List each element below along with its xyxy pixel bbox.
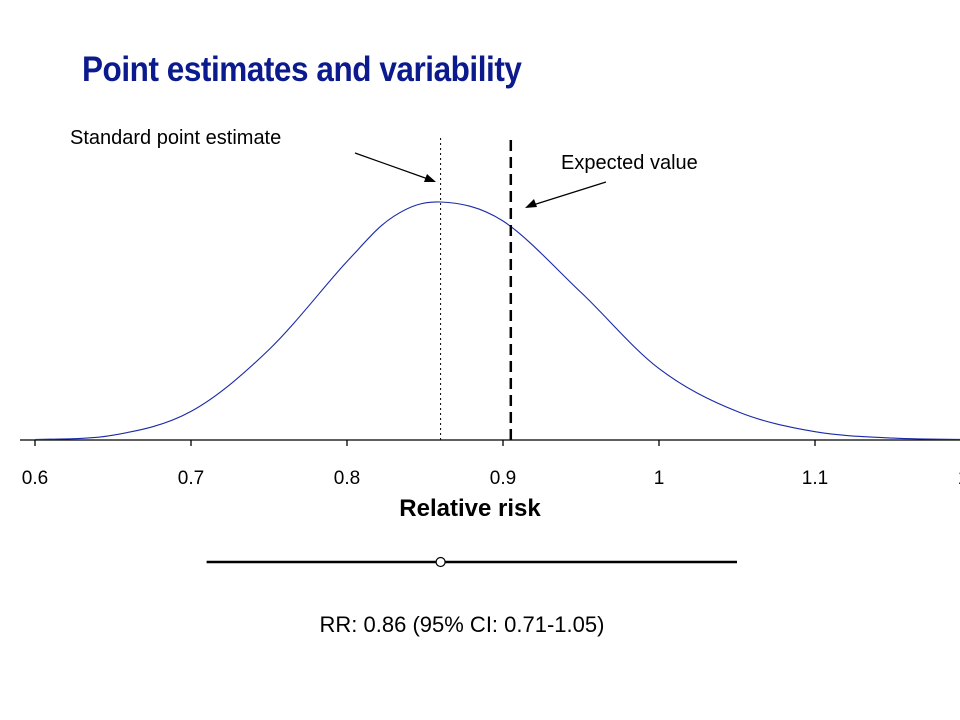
x-tick-label: 0.9 — [490, 468, 516, 489]
x-tick-label: 1 — [654, 468, 665, 489]
x-tick-label: 1.2 — [958, 468, 960, 489]
x-tick-label: 0.8 — [334, 468, 360, 489]
x-ticks: 0.6 0.7 0.8 0.9 1 1.1 1.2 — [22, 440, 960, 489]
point-estimate-marker — [435, 556, 446, 568]
expected-value-arrow — [532, 181, 607, 206]
x-tick-label: 1.1 — [802, 468, 828, 489]
standard-point-estimate-label: Standard point estimate — [70, 127, 281, 149]
page-title: Point estimates and variability — [82, 50, 522, 89]
standard-point-estimate-arrow — [354, 152, 429, 180]
density-curve — [34, 201, 960, 441]
result-text: RR: 0.86 (95% CI: 0.71-1.05) — [320, 612, 605, 637]
expected-value-label: Expected value — [561, 152, 698, 174]
x-tick-label: 0.6 — [22, 468, 48, 489]
expected-value-arrowhead — [525, 199, 537, 208]
standard-point-estimate-arrowhead — [424, 174, 436, 182]
x-axis-label: Relative risk — [399, 495, 541, 522]
x-tick-label: 0.7 — [178, 468, 204, 489]
